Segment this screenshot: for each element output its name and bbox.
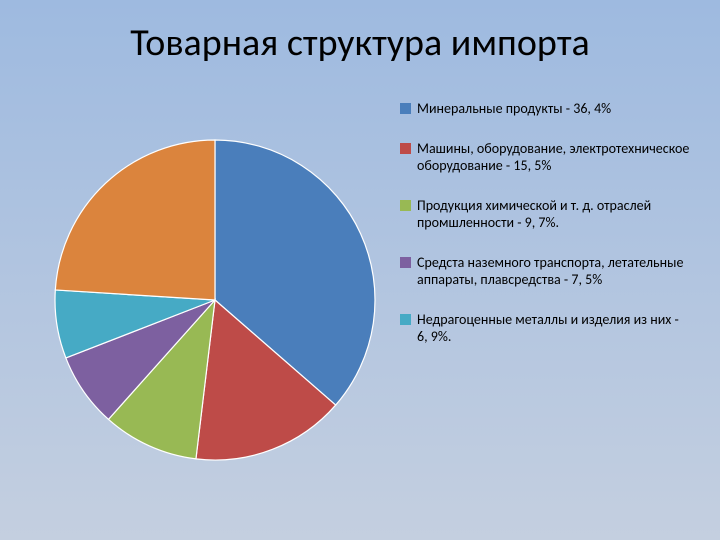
legend-item: Минеральные продукты - 36, 4% (400, 100, 690, 118)
legend-swatch (400, 257, 411, 268)
legend-label: Средста наземного транспорта, летательны… (417, 254, 690, 289)
legend-swatch (400, 143, 411, 154)
pie-chart (50, 135, 380, 465)
legend-swatch (400, 314, 411, 325)
legend-label: Машины, оборудование, электротехническое… (417, 140, 690, 175)
legend-item: Машины, оборудование, электротехническое… (400, 140, 690, 175)
legend-label: Минеральные продукты - 36, 4% (417, 100, 611, 118)
legend-label: Недрагоценные металлы и изделия из них -… (417, 311, 690, 346)
pie-slice (55, 140, 215, 300)
legend-item: Продукция химической и т. д. отраслей пр… (400, 197, 690, 232)
page-title: Товарная структура импорта (0, 20, 720, 66)
legend-swatch (400, 200, 411, 211)
legend-label: Продукция химической и т. д. отраслей пр… (417, 197, 690, 232)
legend-swatch (400, 103, 411, 114)
legend: Минеральные продукты - 36, 4% Машины, обо… (400, 100, 690, 368)
legend-item: Средста наземного транспорта, летательны… (400, 254, 690, 289)
legend-item: Недрагоценные металлы и изделия из них -… (400, 311, 690, 346)
slide: Товарная структура импорта Минеральные п… (0, 0, 720, 540)
